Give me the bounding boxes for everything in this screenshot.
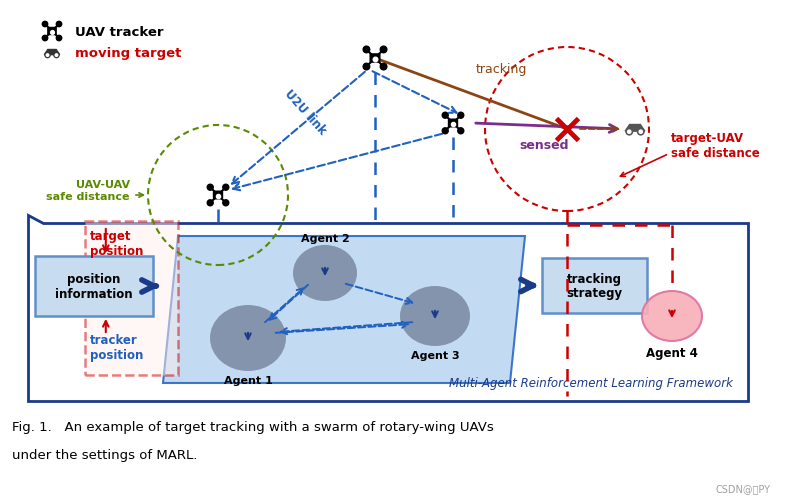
Circle shape xyxy=(57,22,62,28)
Circle shape xyxy=(223,200,228,206)
Text: tracking: tracking xyxy=(475,63,527,76)
Circle shape xyxy=(442,113,448,119)
Circle shape xyxy=(54,54,59,59)
Text: target
position: target position xyxy=(90,229,144,258)
Circle shape xyxy=(223,185,228,191)
Text: UAV tracker: UAV tracker xyxy=(75,26,163,39)
FancyBboxPatch shape xyxy=(371,55,380,63)
Polygon shape xyxy=(44,51,60,56)
Ellipse shape xyxy=(642,292,702,341)
Circle shape xyxy=(55,55,58,57)
Text: Multi-Agent Reinforcement Learning Framework: Multi-Agent Reinforcement Learning Frame… xyxy=(449,376,733,389)
Circle shape xyxy=(639,131,642,134)
Text: moving target: moving target xyxy=(75,48,181,61)
Text: Agent 3: Agent 3 xyxy=(411,350,459,360)
Circle shape xyxy=(458,113,464,119)
FancyBboxPatch shape xyxy=(448,120,458,128)
FancyBboxPatch shape xyxy=(214,192,222,199)
Text: UAV-UAV
safe distance: UAV-UAV safe distance xyxy=(46,180,130,201)
Circle shape xyxy=(363,47,370,54)
Text: sensed: sensed xyxy=(519,139,569,152)
Text: Agent 2: Agent 2 xyxy=(301,233,349,243)
Circle shape xyxy=(637,129,644,136)
Text: Agent 1: Agent 1 xyxy=(224,375,272,385)
Polygon shape xyxy=(625,125,645,132)
Circle shape xyxy=(45,54,50,59)
Polygon shape xyxy=(28,215,748,401)
Text: under the settings of MARL.: under the settings of MARL. xyxy=(12,448,197,461)
Circle shape xyxy=(380,47,387,54)
Ellipse shape xyxy=(400,287,470,346)
Ellipse shape xyxy=(293,245,357,302)
Circle shape xyxy=(363,64,370,71)
Circle shape xyxy=(57,36,62,42)
FancyBboxPatch shape xyxy=(542,259,647,313)
Text: tracker
position: tracker position xyxy=(90,333,144,361)
Text: CSDN@点PY: CSDN@点PY xyxy=(715,483,770,493)
FancyBboxPatch shape xyxy=(35,257,153,316)
FancyBboxPatch shape xyxy=(48,29,57,36)
FancyBboxPatch shape xyxy=(85,221,178,375)
Text: Agent 4: Agent 4 xyxy=(646,346,698,359)
Circle shape xyxy=(207,200,214,206)
Text: U2U link: U2U link xyxy=(282,87,328,137)
Text: target-UAV
safe distance: target-UAV safe distance xyxy=(671,132,760,160)
Polygon shape xyxy=(163,236,525,383)
Circle shape xyxy=(42,36,48,42)
Circle shape xyxy=(442,129,448,134)
Text: tracking
strategy: tracking strategy xyxy=(567,272,623,300)
Circle shape xyxy=(42,22,48,28)
Circle shape xyxy=(46,55,49,57)
Ellipse shape xyxy=(210,306,286,371)
Circle shape xyxy=(207,185,214,191)
Circle shape xyxy=(626,129,633,136)
Text: Fig. 1.   An example of target tracking with a swarm of rotary-wing UAVs: Fig. 1. An example of target tracking wi… xyxy=(12,420,494,433)
Circle shape xyxy=(628,131,631,134)
Circle shape xyxy=(458,129,464,134)
Text: position
information: position information xyxy=(55,273,133,301)
Circle shape xyxy=(380,64,387,71)
